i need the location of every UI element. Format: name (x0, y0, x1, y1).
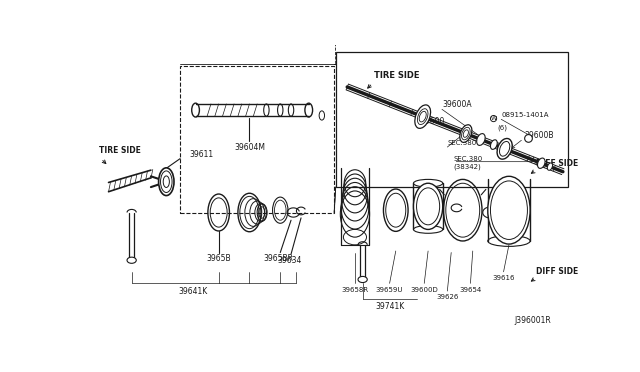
Ellipse shape (538, 158, 545, 169)
Ellipse shape (490, 140, 497, 150)
Ellipse shape (463, 130, 468, 137)
Text: (6): (6) (497, 125, 508, 131)
Ellipse shape (159, 168, 174, 196)
Text: W: W (490, 116, 497, 121)
Text: 39611: 39611 (189, 150, 214, 159)
Text: SEC.380: SEC.380 (454, 155, 483, 161)
Text: 39634: 39634 (277, 256, 301, 265)
Text: 3965B: 3965B (206, 254, 231, 263)
Ellipse shape (497, 138, 512, 159)
Text: 39626: 39626 (436, 294, 458, 300)
Ellipse shape (477, 134, 485, 145)
Text: DIFF SIDE: DIFF SIDE (536, 267, 578, 276)
Text: 08915-1401A: 08915-1401A (501, 112, 548, 118)
Text: TIRE SIDE: TIRE SIDE (374, 71, 420, 80)
Text: 39654: 39654 (460, 286, 481, 292)
Text: DIFF SIDE: DIFF SIDE (536, 160, 578, 169)
Text: 39641K: 39641K (179, 286, 208, 295)
Ellipse shape (163, 176, 170, 187)
Ellipse shape (417, 109, 428, 125)
Ellipse shape (413, 183, 443, 230)
Text: 39604M: 39604M (234, 142, 265, 151)
Ellipse shape (460, 125, 472, 142)
Ellipse shape (358, 276, 367, 283)
Text: SEC.380: SEC.380 (447, 140, 477, 146)
Bar (180, 66, 334, 212)
Text: 39600B: 39600B (524, 131, 554, 140)
Text: 39659U: 39659U (376, 286, 403, 292)
Text: (38342): (38342) (454, 163, 481, 170)
Text: 39616: 39616 (492, 275, 515, 281)
Text: 39600A: 39600A (442, 100, 472, 109)
Ellipse shape (499, 141, 510, 156)
Ellipse shape (490, 181, 527, 240)
Ellipse shape (461, 127, 470, 140)
Text: 39658R: 39658R (341, 286, 369, 292)
Ellipse shape (419, 111, 426, 122)
Text: 39600D: 39600D (410, 286, 438, 292)
Ellipse shape (161, 171, 172, 192)
Ellipse shape (415, 105, 431, 128)
Text: 39600: 39600 (420, 117, 445, 126)
Ellipse shape (417, 188, 440, 225)
Ellipse shape (127, 257, 136, 263)
Text: w: w (525, 135, 531, 141)
Ellipse shape (488, 176, 530, 244)
Ellipse shape (525, 135, 532, 142)
Text: TIRE SIDE: TIRE SIDE (99, 147, 140, 155)
Text: 39741K: 39741K (375, 302, 404, 311)
Text: J396001R: J396001R (515, 316, 551, 325)
Text: 3965BR: 3965BR (263, 254, 293, 263)
Ellipse shape (547, 163, 552, 170)
Bar (336, 52, 568, 187)
